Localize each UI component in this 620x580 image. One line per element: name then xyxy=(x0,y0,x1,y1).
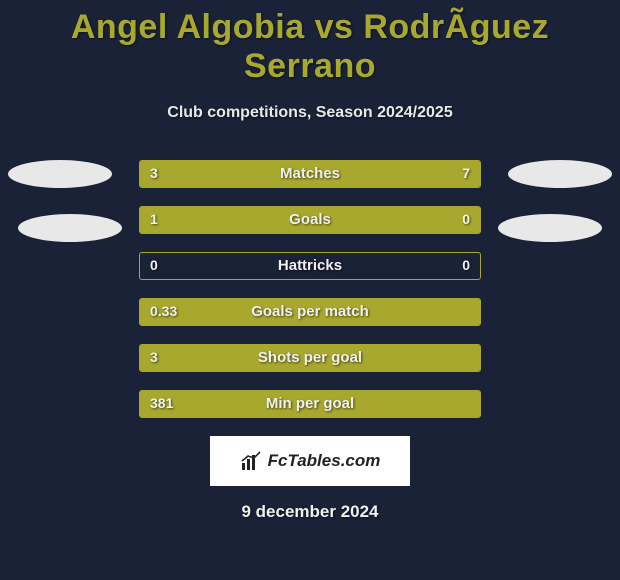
subtitle: Club competitions, Season 2024/2025 xyxy=(0,104,620,122)
stat-row: Hattricks0 0 xyxy=(139,252,481,280)
stat-row: Goals per match0.33 xyxy=(139,298,481,326)
stat-row: Shots per goal3 xyxy=(139,344,481,372)
stat-value-left: 0.33 xyxy=(140,299,187,324)
stat-value-left: 0 xyxy=(140,253,168,278)
player-right-ellipse-2 xyxy=(498,214,602,242)
stat-row: Matches3 7 xyxy=(139,160,481,188)
stat-label: Goals per match xyxy=(140,299,480,324)
page-title: Angel Algobia vs RodrÃ­guez Serrano xyxy=(0,0,620,86)
stat-label: Goals xyxy=(140,207,480,232)
brand-box: FcTables.com xyxy=(210,436,410,486)
stat-value-left: 1 xyxy=(140,207,168,232)
stat-label: Matches xyxy=(140,161,480,186)
stat-label: Min per goal xyxy=(140,391,480,416)
stat-value-right: 0 xyxy=(452,253,480,278)
brand-text: FcTables.com xyxy=(268,451,381,471)
player-left-ellipse-2 xyxy=(18,214,122,242)
stat-value-left: 3 xyxy=(140,161,168,186)
stat-label: Hattricks xyxy=(140,253,480,278)
stat-row: Goals1 0 xyxy=(139,206,481,234)
player-right-ellipse-1 xyxy=(508,160,612,188)
stat-label: Shots per goal xyxy=(140,345,480,370)
stat-value-right: 7 xyxy=(452,161,480,186)
stat-rows-container: Matches37Goals10Hattricks00Goals per mat… xyxy=(139,160,481,418)
brand-logo-icon xyxy=(240,450,262,472)
comparison-chart: Matches37Goals10Hattricks00Goals per mat… xyxy=(0,160,620,418)
stat-value-left: 381 xyxy=(140,391,183,416)
stat-row: Min per goal381 xyxy=(139,390,481,418)
stat-value-left: 3 xyxy=(140,345,168,370)
date-text: 9 december 2024 xyxy=(0,502,620,522)
stat-value-right: 0 xyxy=(452,207,480,232)
player-left-ellipse-1 xyxy=(8,160,112,188)
